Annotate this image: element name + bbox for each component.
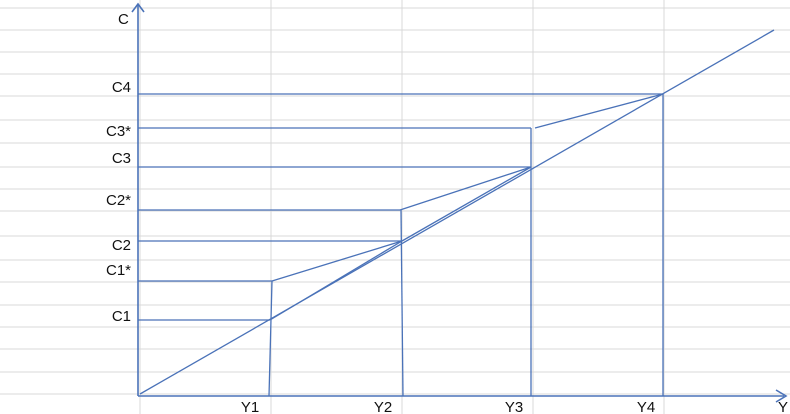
- forty-five-degree-line: [139, 29, 775, 395]
- label-c2: C2: [112, 237, 131, 254]
- x-axis-arrowhead: [775, 389, 788, 403]
- label-c1-star: C1*: [106, 262, 131, 279]
- segment-c2-to-c2-star: [401, 166, 532, 242]
- guide-y1: [268, 280, 273, 397]
- label-c4: C4: [112, 79, 131, 96]
- segment-c1-to-c1-star: [269, 240, 403, 321]
- label-c3: C3: [112, 150, 131, 167]
- label-y3: Y3: [505, 399, 523, 414]
- label-c2-star: C2*: [106, 192, 131, 209]
- label-c1: C1: [112, 308, 131, 325]
- segment-c2-star-connector: [399, 166, 532, 211]
- axes: [131, 2, 788, 403]
- label-y4: Y4: [637, 399, 655, 414]
- label-y1: Y1: [241, 399, 259, 414]
- label-c3-star: C3*: [106, 123, 131, 140]
- segment-c1-star-connector: [271, 240, 403, 282]
- horizontal-guides: [138, 93, 663, 321]
- segment-c3-star-connector: [534, 93, 664, 129]
- x-axis-label: Y: [778, 399, 788, 414]
- vertical-guides: [268, 94, 664, 397]
- y-axis-arrowhead: [131, 2, 145, 13]
- consumption-segments: [269, 93, 664, 321]
- guide-y2: [400, 209, 404, 397]
- y-axis-labels: Y1 Y2 Y3 Y4: [241, 399, 655, 414]
- label-y2: Y2: [374, 399, 392, 414]
- c-axis-labels: C4 C3* C3 C2* C2 C1* C1: [106, 79, 131, 325]
- y-axis-label: C: [118, 11, 129, 28]
